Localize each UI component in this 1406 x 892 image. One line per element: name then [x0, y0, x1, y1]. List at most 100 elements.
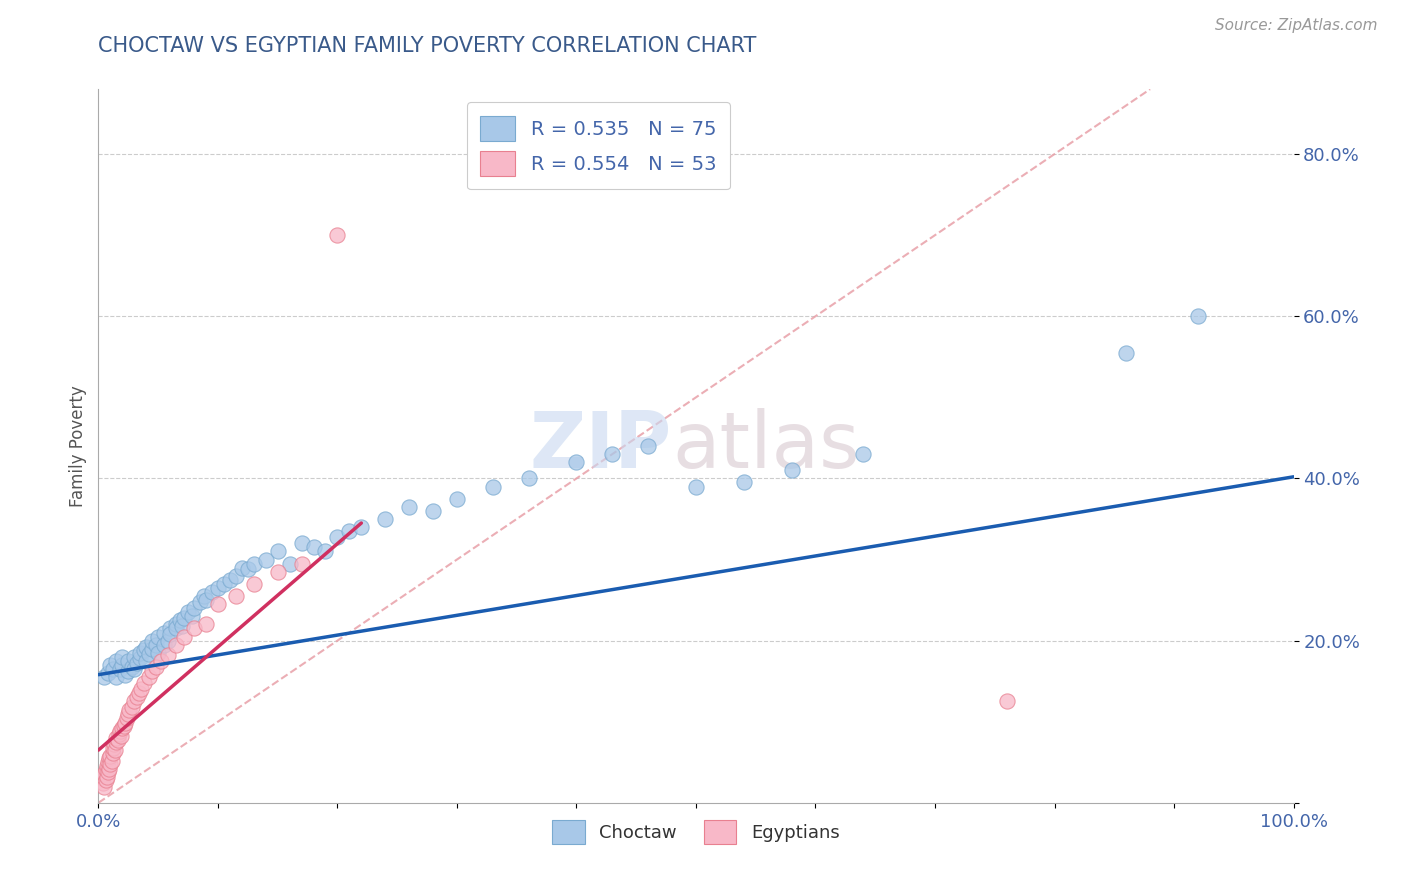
Point — [315, 544, 337, 558]
Point — [135, 654, 157, 668]
Point — [165, 617, 187, 632]
Point — [188, 595, 211, 609]
Text: atlas: atlas — [672, 408, 859, 484]
Point — [98, 748, 122, 763]
Point — [125, 657, 148, 671]
Point — [195, 593, 218, 607]
Point — [180, 609, 202, 624]
Point — [350, 520, 373, 534]
Point — [243, 557, 266, 571]
Point — [105, 654, 128, 668]
Point — [93, 670, 115, 684]
Point — [93, 780, 115, 794]
Point — [103, 738, 125, 752]
Point — [101, 740, 124, 755]
Point — [101, 746, 124, 760]
Point — [111, 657, 134, 672]
Point — [243, 577, 266, 591]
Point — [254, 552, 277, 566]
Point — [302, 541, 325, 555]
Point — [267, 544, 290, 558]
Point — [97, 756, 120, 770]
Point — [118, 702, 141, 716]
Point — [267, 565, 290, 579]
Point — [96, 770, 118, 784]
Point — [173, 611, 195, 625]
Point — [145, 638, 167, 652]
Point — [105, 731, 128, 745]
Point — [110, 729, 132, 743]
Point — [114, 667, 136, 681]
Point — [129, 651, 152, 665]
Point — [1115, 345, 1137, 359]
Point — [685, 479, 707, 493]
Point — [173, 630, 195, 644]
Point — [165, 622, 187, 636]
Point — [101, 662, 124, 676]
Point — [138, 648, 160, 662]
Point — [135, 640, 157, 654]
Point — [117, 654, 139, 668]
Point — [124, 662, 146, 676]
Point — [172, 619, 194, 633]
Point — [212, 577, 235, 591]
Point — [517, 471, 540, 485]
Point — [481, 479, 505, 493]
Point — [97, 666, 120, 681]
Point — [201, 585, 224, 599]
Point — [177, 605, 200, 619]
Point — [422, 504, 444, 518]
Point — [733, 475, 755, 490]
Point — [117, 665, 139, 679]
Point — [159, 622, 181, 636]
Point — [98, 751, 121, 765]
Point — [231, 560, 253, 574]
Point — [141, 641, 163, 656]
Point — [121, 659, 143, 673]
Point — [97, 764, 120, 779]
Point — [326, 228, 349, 243]
Point — [105, 670, 128, 684]
Point — [278, 557, 301, 571]
Point — [111, 649, 134, 664]
Point — [129, 646, 152, 660]
Point — [169, 613, 191, 627]
Point — [111, 721, 134, 735]
Point — [98, 756, 122, 771]
Point — [91, 772, 114, 786]
Point — [165, 638, 187, 652]
Point — [141, 633, 163, 648]
Legend: Choctaw, Egyptians: Choctaw, Egyptians — [546, 814, 846, 851]
Point — [132, 675, 155, 690]
Text: ZIP: ZIP — [530, 408, 672, 484]
Point — [91, 775, 114, 789]
Point — [291, 536, 314, 550]
Y-axis label: Family Poverty: Family Poverty — [69, 385, 87, 507]
Point — [98, 657, 122, 672]
Point — [124, 649, 146, 664]
Point — [207, 581, 229, 595]
Point — [602, 447, 624, 461]
Text: Source: ZipAtlas.com: Source: ZipAtlas.com — [1215, 18, 1378, 33]
Point — [117, 706, 139, 721]
Point — [852, 447, 875, 461]
Point — [108, 724, 131, 739]
Point — [94, 764, 117, 778]
Point — [108, 662, 131, 676]
Point — [105, 735, 128, 749]
Point — [339, 524, 361, 538]
Point — [398, 500, 420, 514]
Point — [131, 682, 153, 697]
Point — [780, 463, 803, 477]
Point — [207, 597, 229, 611]
Point — [94, 773, 117, 788]
Point — [107, 732, 129, 747]
Point — [183, 601, 205, 615]
Point — [124, 694, 146, 708]
Point — [96, 759, 118, 773]
Point — [291, 557, 314, 571]
Point — [153, 638, 176, 652]
Point — [225, 568, 247, 582]
Point — [145, 659, 167, 673]
Point — [141, 665, 163, 679]
